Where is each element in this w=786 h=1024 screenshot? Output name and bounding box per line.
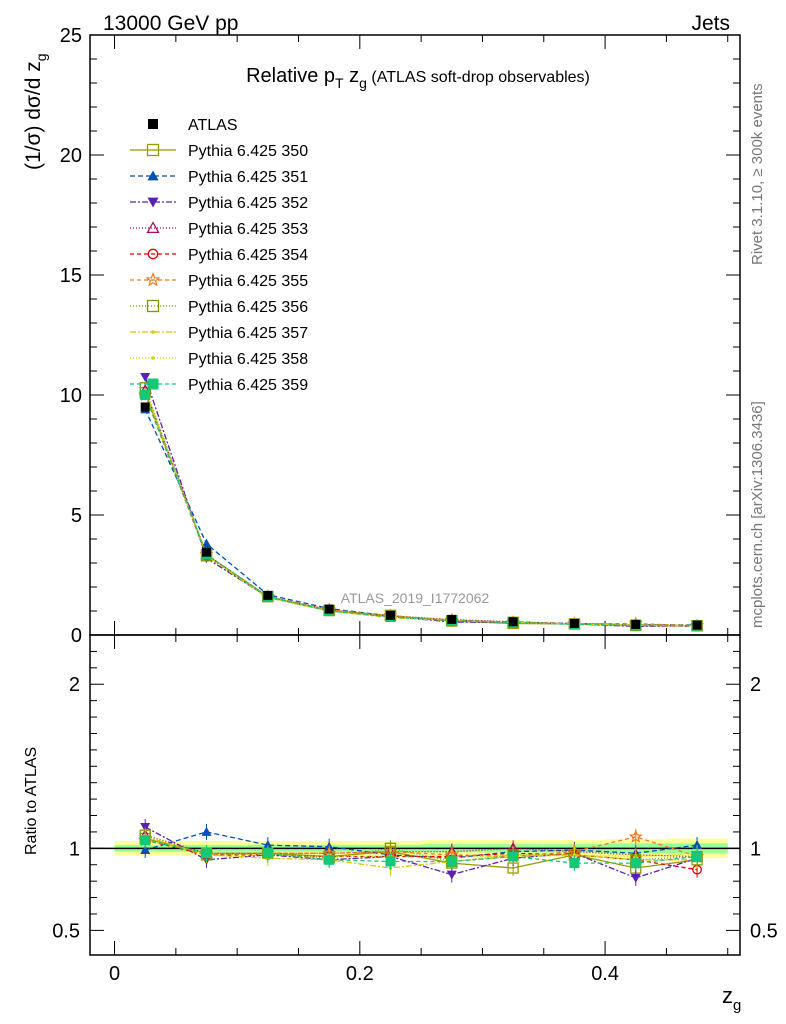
main-ylabel: (1/σ) dσ/d zg — [22, 53, 49, 170]
ratio-series-point — [446, 870, 457, 880]
legend-marker — [146, 143, 160, 157]
ratio-series-line — [145, 831, 698, 859]
main-ytick-label: 10 — [60, 385, 82, 407]
main-series-point — [140, 373, 151, 382]
ratio-series-point — [201, 848, 212, 859]
ratio-series-point — [692, 851, 703, 862]
ratio-series-point — [692, 840, 703, 850]
legend: ATLAS Pythia 6.425 350 Pythia 6.425 351 Pyt… — [130, 117, 308, 394]
ratio-series-point — [446, 856, 457, 867]
legend-marker — [146, 221, 160, 233]
legend-marker — [147, 197, 159, 208]
ratio-series-point — [508, 851, 519, 862]
legend-label: Pythia 6.425 351 — [188, 169, 308, 186]
main-series-point — [140, 390, 151, 400]
legend-label-atlas: ATLAS — [188, 117, 238, 134]
ratio-series-line — [145, 834, 698, 863]
legend-label: Pythia 6.425 352 — [188, 195, 308, 212]
atlas-data-point — [202, 547, 212, 557]
ratio-series-point — [324, 854, 335, 865]
ratio-xtick-label: 0.4 — [591, 963, 619, 985]
ratio-xtick-label: 0.2 — [346, 963, 374, 985]
ratio-series-line — [145, 836, 698, 869]
ratio-xlabel: zg — [722, 983, 741, 1014]
ratio-ytick-label: 1 — [69, 838, 80, 860]
main-ytick-label: 5 — [71, 505, 82, 527]
atlas-data-point — [385, 610, 395, 620]
legend-label: Pythia 6.425 355 — [188, 273, 308, 290]
side-label-mcplots: mcplots.cern.ch [arXiv:1306.3436] — [749, 401, 766, 628]
main-series-line — [144, 376, 698, 628]
legend-label: Pythia 6.425 359 — [188, 377, 308, 394]
legend-marker — [147, 378, 159, 390]
main-ytick-label: 20 — [60, 145, 82, 167]
legend-label: Pythia 6.425 358 — [188, 351, 308, 368]
ratio-series-line — [145, 839, 698, 859]
atlas-data-point — [263, 590, 273, 600]
header-right: Jets — [691, 12, 730, 35]
atlas-data-point — [569, 618, 579, 628]
ratio-ylabel: Ratio to ATLAS — [23, 747, 40, 855]
legend-label: Pythia 6.425 357 — [188, 325, 308, 342]
legend-marker — [151, 356, 155, 360]
ratio-series-point — [262, 848, 273, 859]
atlas-data-point — [140, 402, 150, 412]
ratio-series-point — [385, 856, 396, 867]
atlas-data-point — [631, 619, 641, 629]
legend-marker — [145, 272, 161, 287]
atlas-data-point — [508, 617, 518, 627]
ratio-ytick-label: 2 — [69, 674, 80, 696]
legend-marker — [147, 248, 159, 260]
legend-label: Pythia 6.425 354 — [188, 247, 308, 264]
atlas-data-point — [692, 620, 702, 630]
ratio-series-point — [630, 858, 641, 869]
main-ytick-label: 0 — [71, 625, 82, 647]
main-series-line — [144, 394, 698, 627]
legend-marker — [151, 330, 155, 334]
ratio-ytick-label-right: 0.5 — [750, 920, 778, 942]
legend-marker-atlas — [148, 119, 158, 129]
ratio-series-point — [262, 840, 273, 850]
ratio-series-line — [145, 839, 698, 871]
ratio-series-point — [569, 858, 580, 869]
ratio-ytick-label-right: 2 — [750, 674, 761, 696]
ratio-series-point — [572, 853, 577, 857]
ratio-series-line — [144, 826, 698, 879]
ratio-ytick-label-right: 1 — [750, 838, 761, 860]
analysis-watermark: ATLAS_2019_I1772062 — [341, 590, 490, 606]
legend-marker — [147, 170, 159, 181]
ratio-xtick-label: 0 — [109, 963, 120, 985]
legend-label: Pythia 6.425 350 — [188, 143, 308, 160]
ratio-frame — [89, 634, 741, 956]
ratio-series-point — [630, 873, 641, 883]
legend-label: Pythia 6.425 353 — [188, 221, 308, 238]
atlas-data-point — [324, 604, 334, 614]
ratio-series-point — [201, 826, 212, 836]
side-label-rivet: Rivet 3.1.10, ≥ 300k events — [749, 83, 766, 265]
main-series-line — [144, 394, 698, 627]
ratio-series-point — [140, 844, 151, 854]
ratio-series-point — [628, 829, 643, 843]
main-panel: 0 5 10 15 20 25 — [60, 25, 741, 647]
legend-marker — [146, 299, 160, 313]
main-ytick-label: 15 — [60, 265, 82, 287]
main-series-point — [201, 538, 212, 548]
main-ytick-label: 25 — [60, 25, 82, 47]
main-title: Relative pT zg (ATLAS soft-drop observab… — [246, 65, 590, 91]
main-series-line — [144, 409, 698, 626]
atlas-data-point — [447, 614, 457, 624]
ratio-panel: 0.5 0.5 1 1 2 2 0 0.2 0.4 — [52, 634, 778, 985]
ratio-series-line — [145, 839, 698, 864]
header-left: 13000 GeV pp — [103, 12, 238, 35]
ratio-series-line — [145, 834, 698, 858]
ratio-series-point — [140, 835, 151, 846]
ratio-ytick-label: 0.5 — [52, 920, 80, 942]
legend-label: Pythia 6.425 356 — [188, 299, 308, 316]
